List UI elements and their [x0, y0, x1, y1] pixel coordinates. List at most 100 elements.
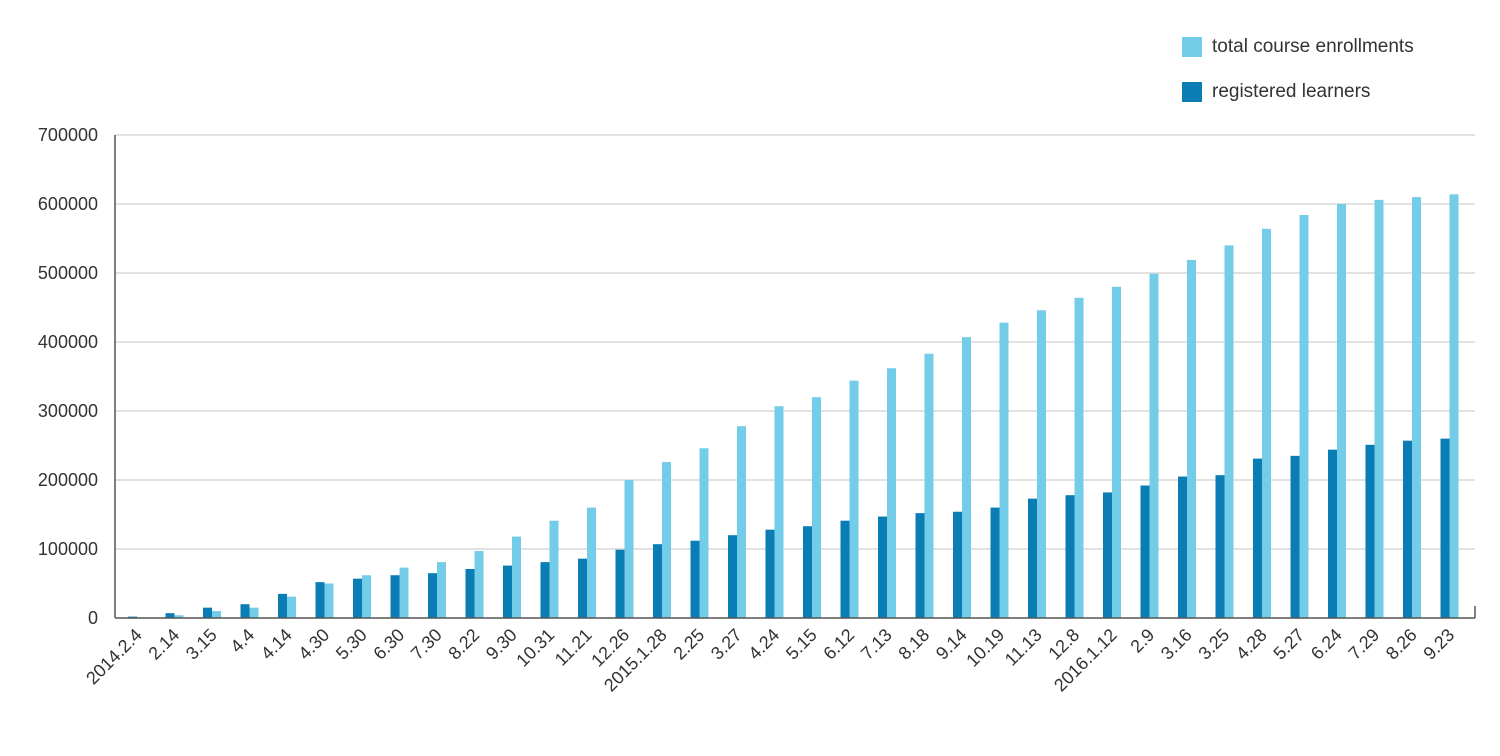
axes: [114, 135, 1476, 619]
x-tick-label: 3.16: [1157, 625, 1196, 664]
bar: [578, 558, 587, 618]
bar: [174, 615, 184, 618]
y-tick-label: 400000: [38, 332, 98, 352]
bar: [1253, 458, 1262, 618]
x-tick-label: 3.27: [707, 625, 746, 664]
bar: [587, 507, 596, 618]
legend-label-registered-learners: registered learners: [1212, 81, 1371, 102]
bar: [728, 535, 737, 618]
bar: [1365, 444, 1375, 618]
x-tick-label: 6.30: [369, 625, 408, 664]
x-tick-label: 9.23: [1419, 625, 1458, 664]
legend-item-registered-learners: registered learners: [1182, 79, 1414, 105]
bar: [165, 613, 175, 618]
grid-lines: [115, 134, 1475, 550]
legend-label-total-course-enrollments: total course enrollments: [1212, 36, 1414, 57]
bar: [1103, 492, 1112, 618]
bar: [503, 565, 512, 618]
bar: [1112, 286, 1121, 618]
bar: [1074, 297, 1084, 618]
y-tick-label: 0: [88, 608, 98, 628]
bar: [549, 520, 559, 618]
bar: [399, 567, 409, 618]
bar: [887, 368, 896, 618]
bar: [428, 573, 437, 618]
x-tick-label: 11.13: [1001, 625, 1046, 670]
bar: [953, 511, 962, 618]
x-tick-label: 8.22: [444, 625, 483, 664]
bar: [1178, 476, 1187, 618]
bar: [999, 322, 1009, 618]
x-tick-label: 2.9: [1126, 625, 1158, 657]
bar: [915, 513, 925, 618]
x-tick-label: 8.18: [894, 625, 933, 664]
bar: [653, 544, 662, 618]
bar: [1440, 438, 1450, 618]
legend: total course enrollments registered lear…: [1182, 34, 1414, 124]
legend-swatch-registered-learners: [1182, 82, 1202, 102]
x-tick-label: 3.25: [1194, 625, 1233, 664]
bar: [1028, 498, 1037, 618]
bar: [278, 593, 287, 618]
bar: [1262, 228, 1271, 618]
bar: [924, 353, 934, 618]
y-tick-label: 100000: [38, 539, 98, 559]
bar: [287, 596, 296, 618]
bar: [962, 337, 971, 618]
bar: [774, 406, 784, 618]
bar: [1449, 194, 1459, 618]
x-tick-label: 3.15: [182, 625, 221, 664]
y-tick-label: 600000: [38, 194, 98, 214]
bar: [699, 448, 709, 618]
x-tick-label: 6.12: [819, 625, 858, 664]
x-tick-label: 10.19: [962, 625, 1008, 671]
bar: [1328, 449, 1337, 618]
bar: [474, 551, 484, 618]
x-tick-label: 4.24: [744, 625, 783, 664]
bar: [803, 526, 812, 618]
bar: [212, 611, 221, 618]
bar: [1149, 273, 1159, 618]
bar: [203, 607, 212, 618]
bar: [437, 562, 446, 618]
x-tick-label: 2014.2.4: [82, 625, 146, 689]
bar: [240, 604, 250, 618]
bar: [1290, 455, 1300, 618]
legend-item-total-course-enrollments: total course enrollments: [1182, 34, 1414, 60]
bar: [1140, 485, 1150, 618]
bar: [315, 582, 325, 618]
x-tick-label: 4.4: [226, 625, 258, 657]
bar: [737, 426, 746, 618]
x-tick-label: 4.28: [1232, 625, 1271, 664]
x-tick-label: 5.30: [332, 625, 371, 664]
x-tick-label: 10.31: [512, 625, 558, 671]
bar: [1412, 197, 1421, 618]
bar: [765, 529, 775, 618]
bar: [624, 480, 634, 618]
bars: [128, 194, 1459, 619]
bar: [465, 569, 475, 618]
bar: [840, 520, 850, 618]
bar: [1037, 310, 1046, 618]
bar: [1337, 204, 1346, 618]
bar: [812, 397, 821, 618]
x-axis-ticks: 2014.2.42.143.15 4.44.144.305.306.307.308…: [82, 625, 1458, 696]
x-tick-label: 8.26: [1382, 625, 1421, 664]
x-tick-label: 6.24: [1307, 625, 1346, 664]
bar: [615, 549, 625, 618]
bar: [1403, 440, 1412, 618]
bar: [1215, 475, 1225, 618]
x-tick-label: 5.27: [1269, 625, 1308, 664]
bar: [390, 575, 400, 618]
x-tick-label: 7.13: [857, 625, 896, 664]
bar: [353, 578, 362, 618]
bar: [849, 380, 859, 618]
x-tick-label: 11.21: [551, 625, 596, 670]
bar: [324, 583, 334, 618]
x-tick-label: 4.30: [294, 625, 333, 664]
y-axis-ticks: 0 100000 200000 300000 400000 500000 600000 700…: [38, 125, 98, 628]
x-tick-label: 5.15: [782, 625, 821, 664]
bar: [662, 462, 671, 618]
bar: [878, 516, 887, 618]
